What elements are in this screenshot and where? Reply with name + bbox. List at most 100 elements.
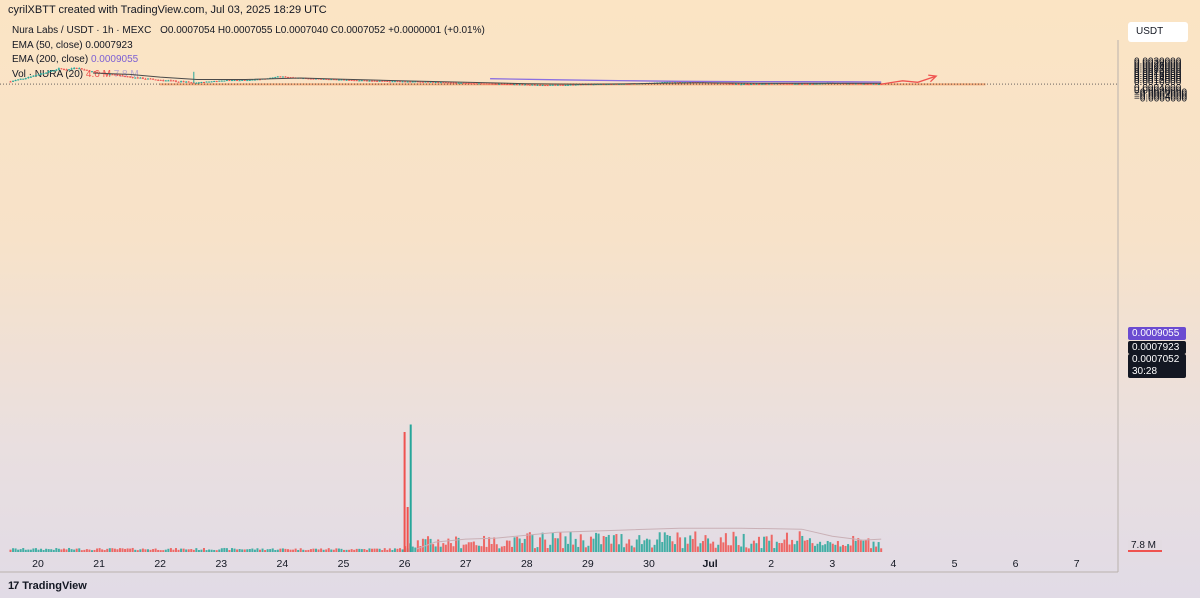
candle-body: [457, 82, 460, 84]
volume-bar: [493, 537, 496, 552]
candle-body: [205, 81, 208, 83]
volume-bar: [612, 535, 615, 552]
volume-bar: [414, 547, 417, 552]
volume-bar: [849, 545, 852, 552]
volume-bar: [671, 541, 674, 552]
volume-bar: [844, 545, 847, 552]
volume-bar: [788, 544, 791, 552]
volume-bar: [210, 549, 213, 552]
volume-bar: [52, 549, 55, 552]
candle-body: [421, 81, 424, 83]
volume-bar: [192, 549, 195, 552]
volume-bar: [472, 541, 475, 552]
volume-value: 4.6 M: [85, 68, 111, 80]
volume-bar: [495, 544, 498, 552]
volume-bar: [696, 546, 699, 552]
candle-body: [223, 80, 226, 82]
candle-body: [760, 83, 763, 85]
candle-body: [745, 83, 748, 85]
candle-body: [225, 80, 228, 82]
volume-bar: [505, 540, 508, 552]
volume-bar: [666, 534, 669, 552]
volume-bar: [793, 544, 796, 552]
candle-body: [19, 78, 22, 80]
volume-bar: [444, 544, 447, 552]
candle-body: [274, 77, 277, 79]
candle-body: [248, 79, 251, 81]
candle-body: [386, 80, 389, 82]
candle-body: [689, 81, 692, 83]
ema50-legend-row[interactable]: EMA (50, close) 0.0007923: [12, 39, 485, 54]
volume-bar: [253, 549, 256, 552]
candle-body: [755, 83, 758, 85]
candle-body: [564, 84, 567, 86]
volume-bar: [24, 549, 27, 552]
volume-bar: [465, 544, 468, 552]
volume-bar: [803, 540, 806, 552]
volume-bar: [353, 549, 356, 552]
candle-body: [27, 77, 30, 79]
candle-body: [442, 82, 445, 84]
volume-tag: 7.8 M: [1128, 540, 1162, 552]
volume-bar: [511, 546, 514, 552]
volume-bar: [116, 549, 119, 552]
volume-bar: [709, 543, 712, 552]
volume-bar: [691, 538, 694, 552]
candle-body: [411, 81, 414, 83]
volume-bar: [742, 533, 745, 552]
volume-bar: [732, 531, 735, 552]
volume-bar: [154, 548, 157, 552]
volume-bar: [228, 550, 231, 552]
x-tick-label: 27: [460, 558, 472, 570]
volume-bar: [811, 543, 814, 552]
candle-body: [70, 68, 73, 70]
volume-bar: [872, 541, 875, 552]
y-tick-label: 0.0026000: [1134, 61, 1182, 72]
candle-body: [388, 81, 391, 83]
candle-body: [518, 84, 521, 86]
volume-bar: [712, 541, 715, 552]
volume-bar: [9, 549, 12, 552]
volume-bar: [149, 549, 152, 552]
volume-bar: [73, 549, 76, 552]
candle-body: [9, 81, 12, 83]
volume-bar: [679, 537, 682, 552]
candle-body: [391, 81, 394, 83]
volume-bar: [47, 549, 50, 552]
volume-bar: [775, 541, 778, 552]
volume-bar: [834, 544, 837, 552]
volume-bar: [485, 546, 488, 552]
volume-bar: [488, 537, 491, 552]
candle-body: [12, 80, 15, 82]
candle-body: [798, 83, 801, 85]
currency-button[interactable]: USDT: [1128, 22, 1188, 42]
x-tick-label: 21: [93, 558, 105, 570]
y-tick-label: −0.0000000: [1134, 87, 1188, 98]
symbol-label[interactable]: Nura Labs / USDT · 1h · MEXC: [12, 25, 152, 36]
volume-bar: [615, 534, 618, 552]
ema200-legend-row[interactable]: EMA (200, close) 0.0009055: [12, 53, 485, 68]
candle-body: [521, 84, 524, 86]
candle-body: [365, 80, 368, 82]
volume-bar: [564, 536, 567, 552]
candle-body: [505, 84, 508, 86]
candle-body: [561, 84, 564, 86]
footer-brand[interactable]: 17 TradingView: [8, 580, 87, 592]
volume-bar: [857, 538, 860, 552]
countdown-timer: 30:28: [1132, 366, 1158, 377]
volume-bar: [373, 548, 376, 552]
volume-bar: [722, 542, 725, 552]
volume-bar: [689, 535, 692, 552]
candle-body: [735, 83, 738, 85]
volume-bar: [567, 543, 570, 552]
candle-body: [714, 82, 717, 84]
volume-bar: [780, 543, 783, 552]
candle-body: [177, 81, 180, 83]
candle-body: [503, 84, 506, 86]
candle-body: [276, 76, 279, 78]
y-tick-label: 0.0022000: [1134, 65, 1182, 76]
candle-body: [783, 83, 786, 85]
volume-bar: [658, 532, 661, 552]
candle-body: [348, 79, 351, 81]
